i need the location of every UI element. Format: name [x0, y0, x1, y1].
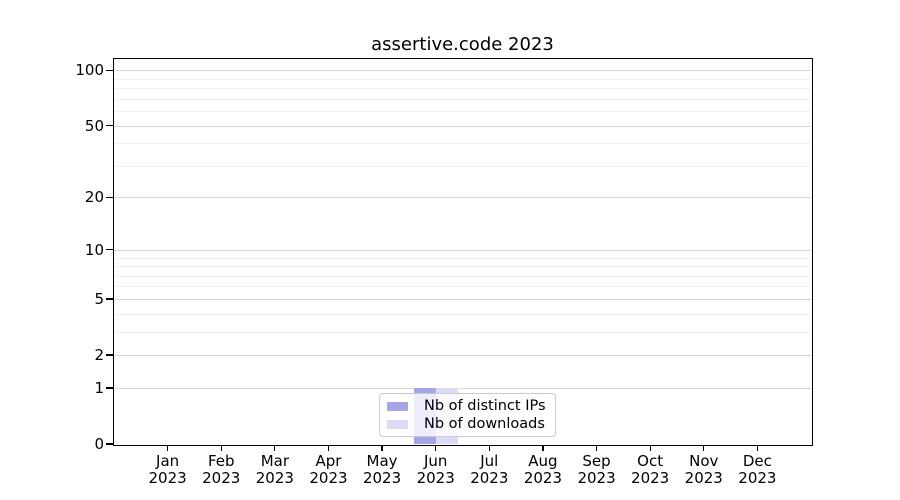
x-tick-mark: [542, 445, 544, 451]
x-tick-mark: [327, 445, 330, 451]
x-tick-mark: [595, 445, 598, 451]
y-tick-label: 5: [94, 289, 104, 308]
y-tick-mark: [105, 196, 113, 199]
gridline-minor: [114, 165, 811, 167]
legend-item: Nb of downloads: [387, 415, 546, 433]
x-tick-mark: [488, 445, 490, 451]
y-tick-mark: [105, 298, 113, 300]
x-tick-label: Nov 2023: [684, 452, 723, 487]
gridline-minor: [114, 331, 811, 333]
x-tick-mark: [274, 445, 276, 451]
chart-title: assertive.code 2023: [371, 34, 554, 55]
gridline-major: [114, 355, 811, 357]
gridline-minor: [114, 257, 811, 259]
y-tick-mark: [105, 249, 113, 251]
x-tick-label: Mar 2023: [255, 452, 294, 487]
gridline-major: [114, 125, 811, 127]
gridline-minor: [114, 286, 811, 288]
x-tick-mark: [649, 445, 651, 451]
x-tick-label: Jan 2023: [148, 452, 187, 487]
y-tick-label: 10: [84, 240, 104, 259]
y-tick-label: 100: [75, 61, 104, 80]
gridline-minor: [114, 78, 811, 80]
gridline-minor: [114, 88, 811, 90]
gridline-minor: [114, 98, 811, 100]
x-tick-mark: [220, 445, 222, 451]
gridline-major: [114, 197, 811, 199]
legend-swatch-distinct-ips: [387, 401, 408, 411]
y-tick-label: 20: [84, 188, 104, 207]
legend-item: Nb of distinct IPs: [387, 397, 546, 415]
y-tick-mark: [105, 354, 113, 356]
y-tick-label: 0: [94, 435, 104, 453]
x-tick-label: Oct 2023: [631, 452, 670, 487]
gridline-minor: [114, 275, 811, 277]
x-tick-label: Dec 2023: [738, 452, 777, 487]
gridline-major: [114, 70, 811, 72]
gridline-major: [114, 387, 811, 389]
y-tick-mark: [105, 69, 113, 71]
x-tick-label: May 2023: [362, 452, 402, 487]
gridline-major: [114, 249, 811, 251]
x-tick-label: Apr 2023: [309, 452, 348, 487]
x-tick-label: Jul 2023: [470, 452, 509, 487]
x-tick-label: Aug 2023: [523, 452, 563, 487]
x-tick-label: Feb 2023: [202, 452, 241, 487]
x-tick-mark: [756, 445, 759, 451]
y-tick-label: 2: [94, 346, 104, 365]
x-tick-mark: [166, 445, 169, 451]
x-tick-mark: [435, 445, 437, 451]
y-tick-mark: [105, 124, 113, 127]
plot-border: [112, 57, 813, 446]
gridline-major: [114, 298, 811, 300]
legend-label: Nb of downloads: [424, 416, 545, 432]
y-tick-mark: [105, 443, 113, 445]
x-tick-label: Sep 2023: [577, 452, 616, 487]
x-tick-label: Jun 2023: [416, 452, 455, 487]
legend-label: Nb of distinct IPs: [424, 398, 546, 414]
x-tick-mark: [703, 445, 705, 451]
x-tick-mark: [381, 445, 383, 451]
legend: Nb of distinct IPs Nb of downloads: [379, 393, 556, 437]
gridline-minor: [114, 266, 811, 268]
gridline-minor: [114, 111, 811, 113]
legend-swatch-downloads: [387, 419, 408, 429]
y-tick-mark: [105, 387, 113, 389]
gridline-minor: [114, 313, 811, 315]
y-tick-label: 1: [94, 378, 104, 397]
gridline-minor: [114, 143, 811, 145]
y-tick-label: 50: [84, 116, 104, 135]
